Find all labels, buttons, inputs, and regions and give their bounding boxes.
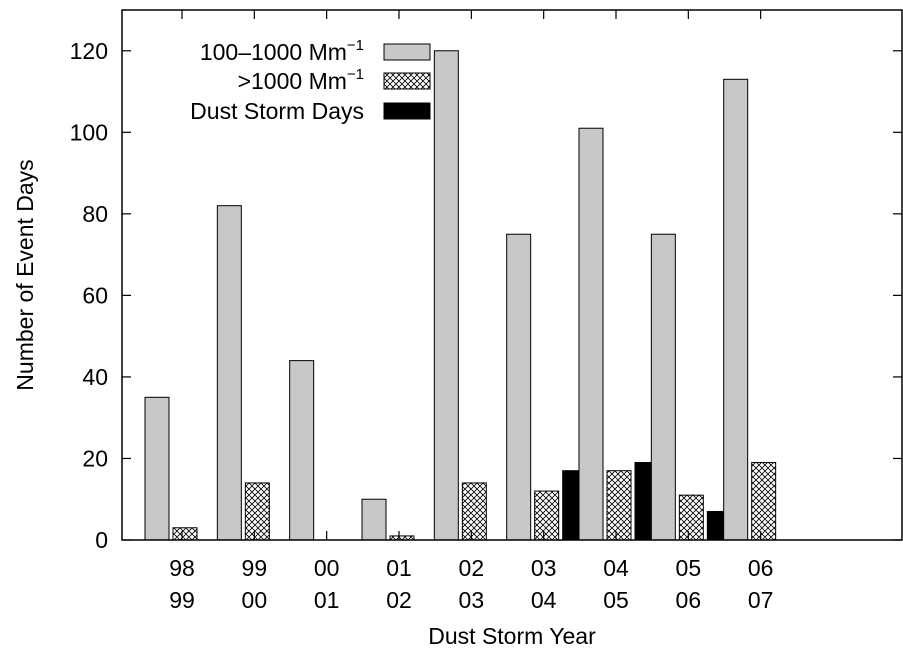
bar-2-99-00 [244,482,270,541]
bars-layer [144,50,777,541]
x-tick-label: 00 [314,555,340,581]
y-tick-label: 40 [82,364,108,390]
labels-layer: 98 99 99 00 00 01 01 02 02 03 03 04 04 05 05 06 06 07 0 20 4… [70,38,774,613]
x-tick-label: 00 [242,587,268,613]
y-tick-label: 0 [95,527,108,553]
x-tick-label: 03 [459,587,485,613]
x-tick-label: 02 [459,555,485,581]
x-tick-label: 03 [531,555,557,581]
legend-swatch-3 [383,102,431,120]
legend: 100–1000 Mm−1>1000 Mm−1 Dust Storm Days [190,37,431,124]
bar-2-05-06 [678,494,704,541]
y-axis-label: Number of Event Days [12,159,38,390]
bar-1-03-04 [506,233,532,541]
bar-2-06-07 [751,462,777,541]
x-tick-label: 04 [531,587,557,613]
x-tick-label: 02 [386,587,412,613]
x-tick-label: 05 [676,555,702,581]
bar-2-04-05 [606,470,632,541]
bar-1-06-07 [723,78,749,541]
x-tick-label: 99 [169,587,195,613]
x-tick-label: 99 [242,555,268,581]
x-tick-label: 06 [748,555,774,581]
x-axis-label: Dust Storm Year [428,623,596,649]
bar-1-98-99 [144,396,170,541]
y-tick-label: 20 [82,445,108,471]
x-tick-label: 01 [314,587,340,613]
x-tick-label: 01 [386,555,412,581]
y-tick-label: 120 [70,38,108,64]
x-tick-label: 04 [603,555,629,581]
plot-frame [121,9,903,541]
legend-label-3: Dust Storm Days [190,98,364,124]
bar-1-05-06 [650,233,676,541]
bar-2-03-04 [534,490,560,541]
legend-swatch-2 [383,72,431,90]
bar-1-01-02 [361,498,387,541]
bar-1-04-05 [578,127,604,541]
x-tick-label: 07 [748,587,774,613]
bar-2-98-99 [172,527,198,541]
axes-layer [121,9,903,541]
bar-1-99-00 [216,205,242,541]
x-tick-label: 06 [676,587,702,613]
bar-1-00-01 [289,360,315,541]
bar-1-02-03 [433,50,459,541]
legend-label-2: >1000 Mm−1 [238,66,364,94]
bar-2-02-03 [461,482,487,541]
x-tick-label: 98 [169,555,195,581]
y-tick-label: 80 [82,201,108,227]
x-tick-label: 05 [603,587,629,613]
y-tick-label: 100 [70,119,108,145]
legend-label-1: 100–1000 Mm−1 [200,37,364,65]
y-tick-label: 60 [82,282,108,308]
legend-swatch-1 [383,43,431,61]
